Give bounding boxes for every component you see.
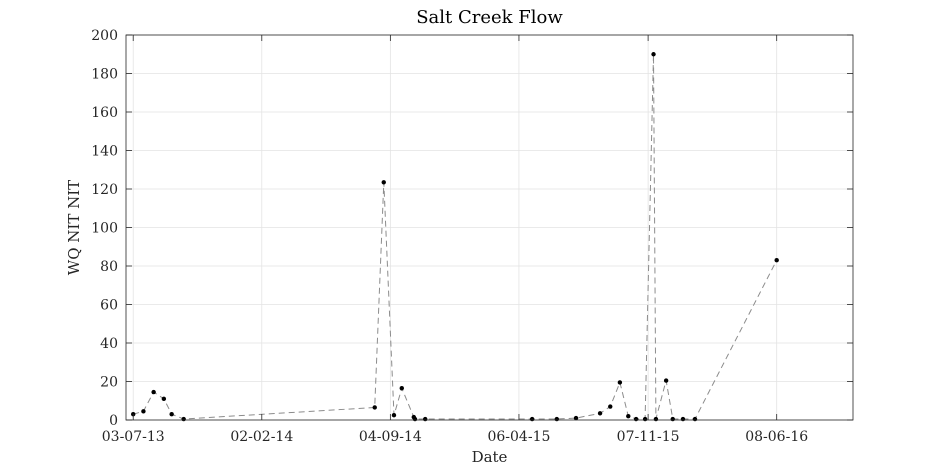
x-tick-label: 06-04-15 [487,429,550,445]
y-axis-label: WQ NIT NIT [65,180,83,275]
data-point [617,380,623,385]
data-point [573,415,579,421]
series-line [133,54,778,420]
data-point [554,416,559,422]
x-tick-label: 03-07-13 [102,429,165,445]
data-point [633,416,639,422]
y-tick-label: 160 [91,105,118,121]
data-point [651,52,656,57]
data-point [653,416,659,422]
y-tick-label: 0 [109,413,118,429]
chart-title: Salt Creek Flow [416,7,563,28]
data-point [692,416,698,422]
data-point [412,416,418,422]
data-point [169,412,174,417]
data-point [680,416,686,422]
y-tick-label: 180 [91,67,118,83]
data-point [423,416,428,422]
data-point [774,258,779,263]
data-point [151,389,156,395]
data-point [626,413,631,419]
data-point [141,409,146,414]
data-point [663,378,669,383]
y-tick-label: 20 [100,375,118,391]
data-point [399,386,404,391]
data-point [391,412,397,418]
x-tick-label: 02-02-14 [230,429,293,445]
y-tick-label: 60 [100,298,118,314]
x-tick-label: 08-06-16 [745,429,808,445]
data-point [181,416,186,422]
y-tick-label: 40 [100,336,118,352]
data-point [529,416,535,422]
x-tick-label: 07-11-15 [617,429,680,445]
x-axis-label: Date [472,448,508,466]
data-point [161,396,167,402]
y-tick-label: 200 [91,28,118,44]
y-tick-label: 120 [91,182,118,198]
y-tick-label: 80 [100,259,118,275]
x-tick-label: 04-09-14 [359,429,422,445]
y-tick-label: 100 [91,221,118,237]
data-point [381,180,386,185]
data-point [670,416,675,422]
axes: 0 20 40 60 80 100 120 140 160 180 200 03-07-13 02-02… [91,28,853,445]
y-tick-label: 140 [91,144,118,160]
data-point [372,405,377,410]
data-point [608,404,613,409]
data-point [642,416,648,422]
data-point [597,411,603,416]
